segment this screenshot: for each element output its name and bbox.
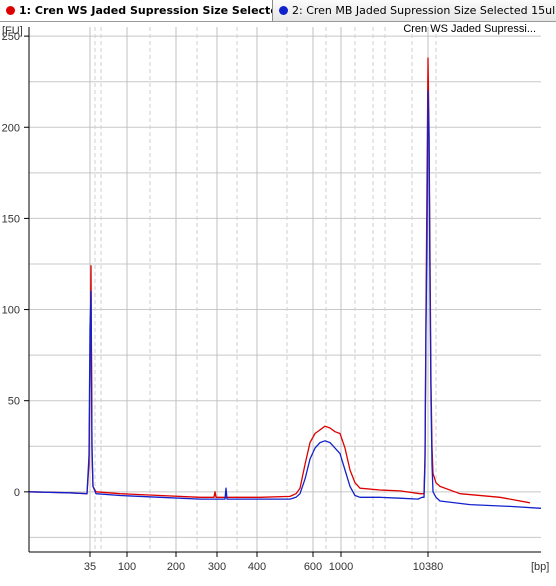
tab-sample-1[interactable]: 1: Cren WS Jaded Supression Size Selecte… (0, 0, 273, 21)
y-tick-label: 100 (2, 305, 20, 317)
tab-sample-2[interactable]: 2: Cren MB Jaded Supression Size Selecte… (273, 0, 556, 21)
y-tick-label: 0 (14, 487, 20, 499)
series-line-2 (28, 90, 542, 509)
y-axis-label: [FU] (2, 25, 23, 37)
tab-sample-2-label: 2: Cren MB Jaded Supression Size Selecte… (292, 4, 556, 17)
tab-sample-1-label: 1: Cren WS Jaded Supression Size Selecte… (19, 4, 273, 17)
y-ticks: 0 50 100 150 200 250 (2, 31, 29, 499)
sample-1-dot-icon (6, 6, 15, 15)
x-tick-label: 400 (248, 561, 266, 573)
chart-title: Cren WS Jaded Supressi... (403, 23, 536, 35)
y-tick-label: 150 (2, 213, 20, 225)
series-lines (28, 57, 542, 509)
tab-bar: 1: Cren WS Jaded Supression Size Selecte… (0, 0, 556, 22)
x-tick-label: 1000 (329, 561, 353, 573)
y-tick-label: 200 (2, 122, 20, 134)
plot-background (29, 27, 541, 552)
x-tick-label: 100 (118, 561, 136, 573)
sample-2-dot-icon (279, 6, 288, 15)
x-axis-label: [bp] (531, 561, 549, 573)
x-tick-label: 300 (208, 561, 226, 573)
grid-lines (29, 27, 541, 552)
x-ticks: 35 100 200 300 400 600 1000 10380 (84, 552, 443, 573)
electropherogram-chart: 0 50 100 150 200 250 35 100 200 300 400 600 1000 103… (2, 23, 550, 573)
x-tick-label: 10380 (413, 561, 444, 573)
x-tick-label: 35 (84, 561, 96, 573)
y-tick-label: 250 (2, 31, 20, 43)
x-tick-label: 600 (304, 561, 322, 573)
x-tick-label: 200 (167, 561, 185, 573)
y-tick-label: 50 (8, 396, 20, 408)
